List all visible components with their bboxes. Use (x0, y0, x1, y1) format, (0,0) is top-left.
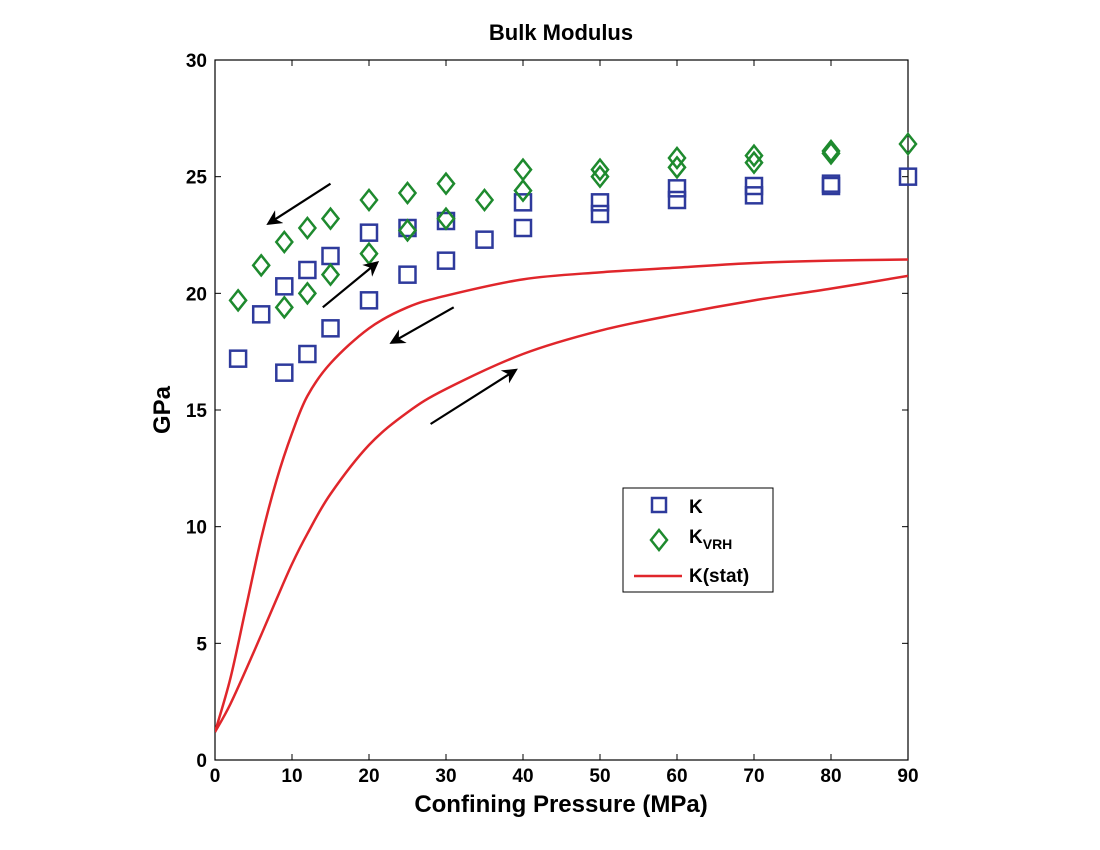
k-square-marker (251, 305, 271, 324)
k-square-marker (228, 349, 248, 368)
legend-entry-kstat: K(stat) (634, 566, 749, 587)
kvrh-diamond-marker (513, 157, 533, 182)
y-tick-label: 25 (186, 168, 208, 189)
kvrh-diamond-marker (359, 187, 379, 213)
kvrh-diamond-marker (436, 171, 456, 196)
x-tick-label: 50 (589, 766, 610, 787)
k-square-marker (590, 204, 610, 224)
y-tick-label: 10 (186, 518, 207, 539)
x-tick-label: 30 (435, 766, 456, 787)
kvrh-diamond-marker (228, 288, 248, 313)
x-tick-label: 60 (666, 766, 687, 787)
legend: K KVRH K(stat) (622, 487, 774, 593)
kvrh-diamond-marker (821, 141, 841, 166)
y-tick-label: 5 (196, 634, 207, 655)
k-square-marker (744, 186, 764, 205)
kvrh-diamond-marker (590, 157, 610, 182)
k-square-marker (275, 363, 294, 382)
x-tick-label: 40 (512, 766, 533, 787)
series-markers (228, 131, 918, 382)
x-tick-label: 20 (358, 766, 379, 787)
kvrh-diamond-marker (744, 143, 764, 168)
x-axis-label: Confining Pressure (MPa) (414, 791, 707, 818)
k-square-marker (359, 223, 379, 242)
legend-label-kstat-main: K(stat) (689, 566, 749, 587)
x-tick-label: 90 (897, 766, 918, 787)
kvrh-diamond-marker (667, 155, 687, 180)
k-square-marker (275, 277, 294, 296)
plot-frame (214, 59, 909, 761)
k-square-marker (590, 193, 610, 212)
kvrh-diamond-marker (898, 131, 918, 157)
kvrh-diamond-marker (320, 262, 341, 287)
kvrh-diamond-marker (667, 145, 687, 171)
chart-title: Bulk Modulus (489, 20, 633, 45)
legend-label-k: K (689, 497, 703, 518)
direction-arrow (266, 182, 332, 226)
y-tick-label: 15 (186, 401, 208, 422)
k-square-marker (321, 319, 340, 338)
k-square-marker (667, 179, 687, 198)
legend-square-marker (650, 496, 668, 514)
k-square-marker (298, 344, 317, 364)
legend-box (622, 487, 774, 593)
legend-entry-k: K (650, 496, 703, 518)
legend-diamond-marker (649, 527, 669, 553)
k-square-marker (744, 176, 764, 196)
legend-label-k-main: K (689, 497, 703, 518)
k-square-marker (359, 291, 379, 310)
legend-label-kvrh-main: K (689, 527, 703, 548)
y-tick-label: 30 (186, 51, 207, 72)
kvrh-diamond-marker (274, 295, 294, 320)
direction-arrow (389, 306, 455, 344)
kvrh-diamond-marker (320, 206, 341, 231)
k-square-marker (898, 167, 918, 186)
k-square-marker (475, 230, 494, 249)
x-tick-label: 80 (820, 766, 841, 787)
legend-label-kstat: K(stat) (689, 566, 749, 587)
kvrh-diamond-marker (474, 187, 495, 213)
kvrh-diamond-marker (821, 138, 841, 164)
k-square-marker (821, 174, 841, 193)
x-tick-label: 70 (743, 766, 764, 787)
kvrh-diamond-marker (297, 215, 318, 241)
legend-label-kvrh-sub: VRH (703, 536, 733, 552)
k-square-marker (298, 260, 317, 280)
kvrh-diamond-marker (436, 206, 456, 231)
axis-ticks: 0 10 20 30 40 50 60 70 80 90 0 5 10 15 20 25 30 (186, 51, 919, 787)
k-square-marker (398, 265, 417, 284)
y-axis-label: GPa (149, 385, 176, 434)
k-square-marker (513, 218, 533, 238)
kvrh-diamond-marker (297, 281, 318, 306)
k-square-marker (667, 190, 687, 210)
k-square-marker (513, 193, 533, 212)
kvrh-diamond-marker (274, 229, 294, 255)
y-tick-label: 20 (186, 284, 207, 305)
kvrh-diamond-marker (397, 180, 418, 206)
kstat-curve-unloading (215, 258, 908, 733)
legend-entry-kvrh: KVRH (649, 527, 732, 553)
x-tick-label: 10 (281, 766, 302, 787)
legend-label-kvrh: KVRH (689, 527, 732, 552)
kstat-curve-loading (215, 274, 908, 733)
kvrh-diamond-marker (251, 253, 271, 278)
direction-arrow (430, 368, 518, 425)
path-arrows (266, 182, 518, 425)
direction-arrow (322, 261, 380, 309)
y-tick-label: 0 (196, 751, 207, 772)
kvrh-diamond-marker (513, 178, 533, 203)
kvrh-diamond-marker (397, 218, 418, 243)
k-square-marker (436, 251, 456, 270)
series-kstat-curves (215, 258, 908, 733)
x-tick-label: 0 (210, 766, 221, 787)
